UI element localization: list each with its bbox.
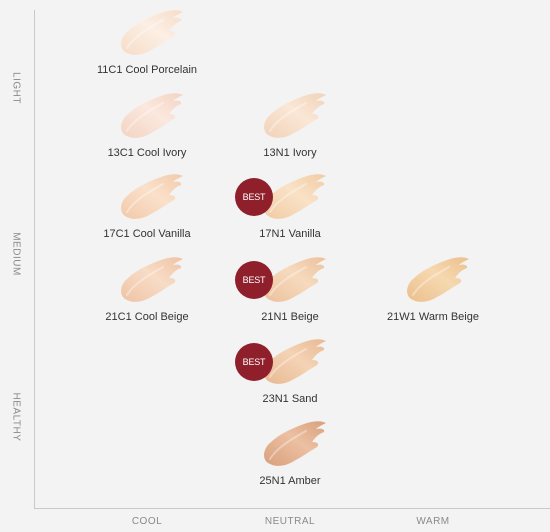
shade-swatch-item: 21C1 Cool Beige xyxy=(92,255,202,333)
shade-smear-swatch xyxy=(407,257,469,302)
shade-swatch-item: 25N1 Amber xyxy=(235,419,345,497)
x-axis-label-warm: WARM xyxy=(416,516,450,527)
x-axis-line xyxy=(34,508,550,509)
x-axis-label-neutral: NEUTRAL xyxy=(264,516,316,527)
shade-swatch-item: 13N1 Ivory xyxy=(235,91,345,169)
shade-swatch-item: BEST 17N1 Vanilla xyxy=(235,172,345,250)
shade-smear-swatch xyxy=(264,257,326,302)
shade-swatch-item: BEST 21N1 Beige xyxy=(235,255,345,333)
shade-smear-swatch xyxy=(264,421,326,466)
shade-smear-swatch xyxy=(121,10,183,55)
shade-swatch-item: 13C1 Cool Ivory xyxy=(92,91,202,169)
shade-name: 17C1 Cool Vanilla xyxy=(103,228,191,240)
shade-name: 11C1 Cool Porcelain xyxy=(96,64,198,76)
shade-name: 21N1 Beige xyxy=(261,311,319,323)
shade-smear-swatch xyxy=(121,93,183,138)
shade-name: 21W1 Warm Beige xyxy=(387,311,479,323)
shade-swatch-item: 21W1 Warm Beige xyxy=(378,255,488,333)
shade-swatch-item: BEST 23N1 Sand xyxy=(235,337,345,415)
shade-swatch-item: 17C1 Cool Vanilla xyxy=(92,172,202,250)
best-badge: BEST xyxy=(235,178,273,216)
y-axis-line xyxy=(34,10,35,509)
shade-smear-swatch xyxy=(264,93,326,138)
shade-smear-swatch xyxy=(121,174,183,219)
shade-name: 13N1 Ivory xyxy=(263,147,317,159)
shade-smear-swatch xyxy=(264,339,326,384)
best-badge: BEST xyxy=(235,261,273,299)
best-badge: BEST xyxy=(235,343,273,381)
shade-smear-swatch xyxy=(121,257,183,302)
shade-smear-swatch xyxy=(264,174,326,219)
shade-name: 21C1 Cool Beige xyxy=(105,311,189,323)
shade-swatch-item: 11C1 Cool Porcelain xyxy=(92,8,202,86)
x-axis-label-cool: COOL xyxy=(131,516,163,527)
shade-name: 25N1 Amber xyxy=(259,475,321,487)
shade-name: 17N1 Vanilla xyxy=(259,228,321,240)
shade-name: 23N1 Sand xyxy=(262,393,318,405)
shade-name: 13C1 Cool Ivory xyxy=(107,147,187,159)
